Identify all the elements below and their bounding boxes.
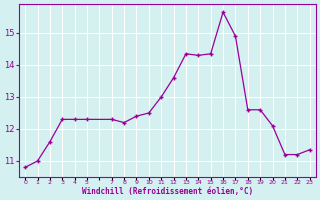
X-axis label: Windchill (Refroidissement éolien,°C): Windchill (Refroidissement éolien,°C) — [82, 187, 253, 196]
